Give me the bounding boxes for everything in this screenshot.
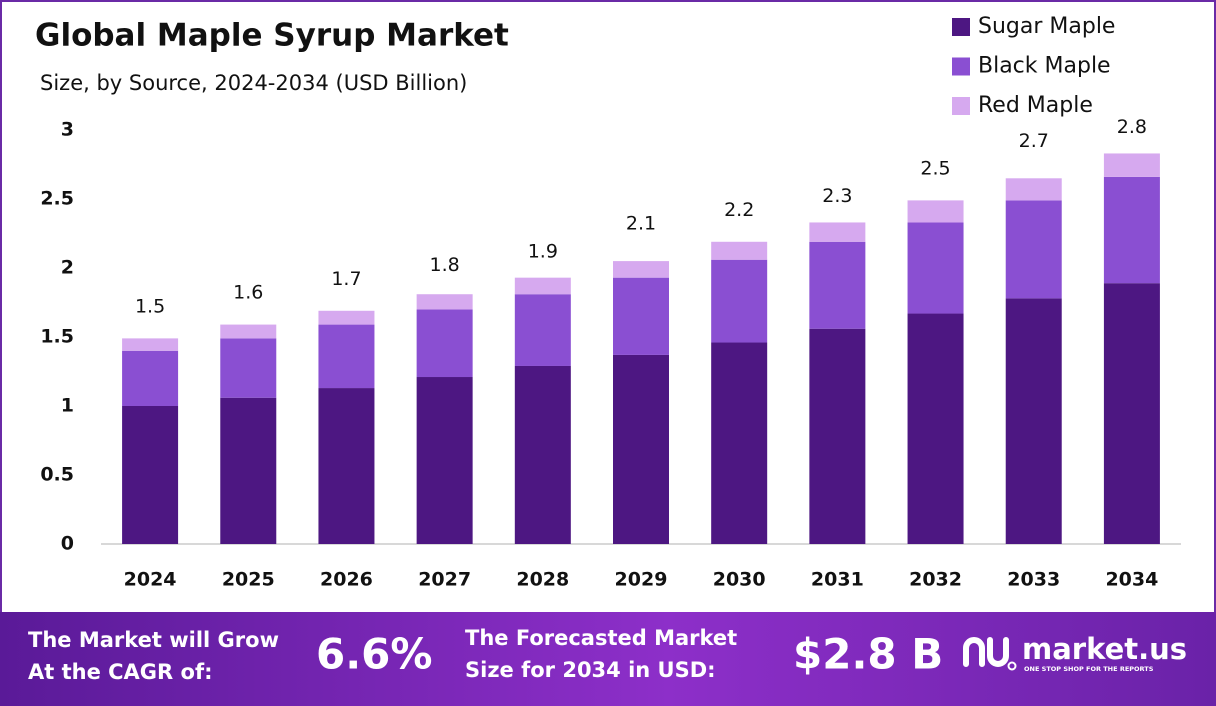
y-tick-label: 1	[61, 395, 74, 417]
x-tick-label: 2030	[713, 569, 766, 591]
legend-label: Black Maple	[978, 54, 1111, 79]
total-label: 2.5	[920, 158, 950, 180]
bar-segment	[1005, 178, 1062, 201]
bar-segment	[613, 354, 669, 544]
bar-segment	[220, 397, 277, 544]
bar-segment	[1103, 283, 1160, 544]
bar-segment	[907, 222, 964, 314]
y-tick-label: 2	[61, 257, 74, 279]
bar-segment	[711, 342, 768, 544]
bar-segment	[318, 324, 375, 389]
total-label: 1.9	[528, 240, 558, 262]
x-tick-label: 2032	[909, 569, 962, 591]
bar-segment	[514, 277, 571, 295]
legend-swatch	[952, 57, 970, 76]
bar-segment	[711, 241, 768, 260]
x-tick-label: 2025	[222, 569, 275, 591]
bar-segment	[122, 350, 179, 406]
bar-segment	[220, 338, 277, 398]
bar-segment	[809, 241, 866, 329]
legend-swatch	[952, 97, 970, 115]
cagr-label: At the CAGR of:	[28, 660, 213, 684]
bar-segment	[711, 259, 768, 343]
forecast-value: $2.8 B	[793, 630, 943, 679]
total-label: 2.7	[1019, 130, 1049, 152]
bar-segment	[809, 222, 866, 242]
bar-segment	[122, 338, 179, 351]
bar-segment	[318, 310, 375, 325]
y-tick-label: 1.5	[40, 326, 74, 348]
brand-tagline: ONE STOP SHOP FOR THE REPORTS	[1024, 665, 1154, 673]
bar-segment	[1103, 176, 1160, 284]
bar-segment	[1103, 153, 1160, 177]
y-tick-label: 3	[61, 119, 74, 141]
footer-band	[0, 612, 1216, 706]
bar-segment	[1005, 298, 1062, 544]
y-tick-label: 2.5	[40, 188, 74, 210]
bar-segment	[416, 294, 473, 310]
total-label: 2.2	[724, 199, 754, 221]
x-tick-label: 2026	[320, 569, 373, 591]
x-tick-label: 2027	[418, 569, 471, 591]
bar-segment	[1005, 200, 1062, 299]
total-label: 2.8	[1117, 116, 1147, 138]
x-tick-label: 2034	[1105, 569, 1158, 591]
y-tick-label: 0.5	[40, 464, 74, 486]
forecast-label: Size for 2034 in USD:	[465, 658, 716, 682]
total-label: 1.8	[430, 254, 460, 276]
total-label: 2.3	[822, 185, 852, 207]
forecast-label: The Forecasted Market	[465, 626, 737, 650]
total-label: 1.5	[135, 296, 165, 318]
bar-segment	[613, 277, 669, 355]
total-label: 1.6	[233, 282, 263, 304]
brand-name: market.us	[1022, 632, 1187, 666]
x-tick-label: 2031	[811, 569, 864, 591]
bar-segment	[416, 377, 473, 544]
legend-label: Sugar Maple	[978, 14, 1115, 39]
legend-swatch	[952, 18, 970, 36]
chart-subtitle: Size, by Source, 2024-2034 (USD Billion)	[40, 71, 467, 95]
bar-segment	[220, 324, 277, 339]
bar-segment	[416, 309, 473, 378]
chart-title: Global Maple Syrup Market	[35, 18, 509, 54]
bar-segment	[318, 388, 375, 544]
bar-segment	[907, 200, 964, 223]
bar-segment	[907, 313, 964, 544]
total-label: 2.1	[626, 213, 656, 235]
bar-segment	[514, 365, 571, 544]
bar-segment	[514, 294, 571, 366]
legend-label: Red Maple	[978, 93, 1093, 118]
brand-logo	[963, 637, 1017, 671]
bar-segment	[809, 328, 866, 544]
cagr-label: The Market will Grow	[28, 628, 279, 652]
cagr-value: 6.6%	[316, 630, 432, 679]
y-tick-label: 0	[61, 533, 74, 555]
x-tick-label: 2028	[516, 569, 569, 591]
x-tick-label: 2033	[1007, 569, 1060, 591]
bar-segment	[122, 406, 179, 544]
bar-segment	[613, 261, 669, 278]
total-label: 1.7	[331, 268, 361, 290]
x-tick-label: 2024	[124, 569, 177, 591]
x-tick-label: 2029	[615, 569, 668, 591]
